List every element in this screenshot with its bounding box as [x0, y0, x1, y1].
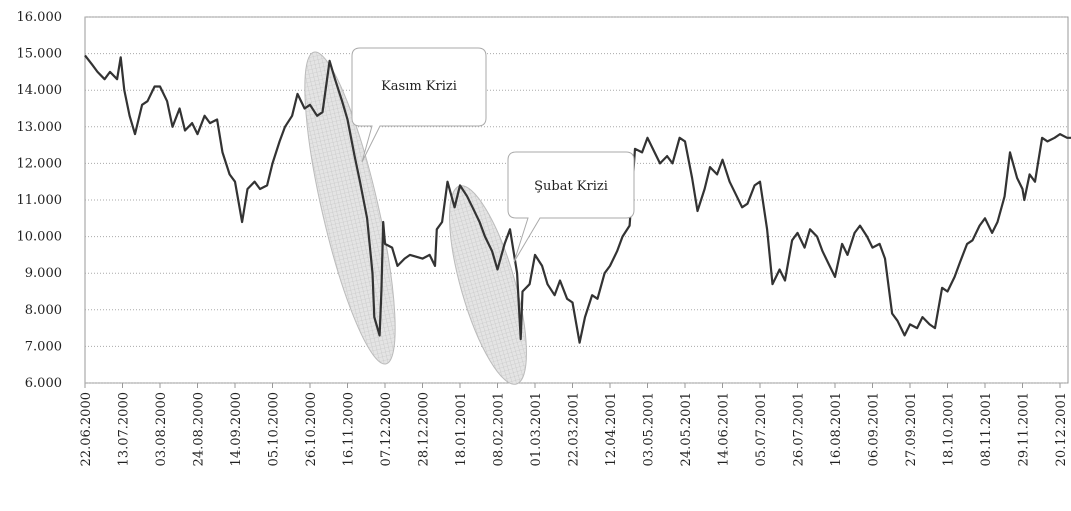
x-tick-label: 16.11.2000 — [342, 392, 357, 466]
x-tick-label: 03.05.2001 — [642, 392, 657, 466]
x-tick-label: 27.09.2001 — [904, 392, 919, 466]
x-tick-label: 20.12.2001 — [1054, 392, 1069, 466]
x-tick-label: 29.11.2001 — [1017, 392, 1032, 466]
x-tick-label: 01.03.2001 — [529, 392, 544, 466]
y-tick-label: 12.000 — [17, 156, 63, 171]
x-tick-label: 06.09.2001 — [867, 392, 882, 466]
y-tick-label: 9.000 — [25, 266, 62, 281]
x-tick-label: 14.06.2001 — [717, 392, 732, 466]
x-tick-label: 24.08.2000 — [192, 392, 207, 466]
annotation: Kasım Krizi — [381, 79, 457, 94]
x-tick-label: 05.07.2001 — [754, 392, 769, 466]
x-tick-label: 26.10.2000 — [304, 392, 319, 466]
y-tick-label: 13.000 — [17, 120, 63, 135]
x-tick-label: 07.12.2000 — [379, 392, 394, 466]
x-tick-label: 05.10.2000 — [267, 392, 282, 466]
x-tick-label: 13.07.2000 — [117, 392, 132, 466]
x-tick-label: 28.12.2000 — [417, 392, 432, 466]
y-tick-label: 14.000 — [17, 83, 63, 98]
x-tick-label: 24.05.2001 — [679, 392, 694, 466]
y-tick-label: 6.000 — [25, 376, 62, 391]
annotation: Şubat Krizi — [534, 179, 608, 194]
y-tick-label: 11.000 — [17, 193, 63, 208]
x-tick-label: 08.11.2001 — [979, 392, 994, 466]
x-tick-label: 18.01.2001 — [454, 392, 469, 466]
y-tick-label: 15.000 — [17, 47, 63, 62]
x-tick-label: 14.09.2000 — [229, 392, 244, 466]
y-tick-label: 16.000 — [17, 10, 63, 25]
x-tick-label: 26.07.2001 — [792, 392, 807, 466]
x-tick-label: 18.10.2001 — [942, 392, 957, 466]
x-tick-label: 12.04.2001 — [604, 392, 619, 466]
callout — [351, 47, 487, 163]
line-series — [84, 54, 1071, 344]
x-tick-label: 08.02.2001 — [492, 392, 507, 466]
callout — [507, 151, 635, 263]
y-tick-label: 8.000 — [25, 303, 62, 318]
x-tick-label: 22.03.2001 — [567, 392, 582, 466]
x-tick-label: 03.08.2000 — [154, 392, 169, 466]
y-tick-label: 10.000 — [17, 230, 63, 245]
x-tick-label: 22.06.2000 — [79, 392, 94, 466]
x-tick-label: 16.08.2001 — [829, 392, 844, 466]
y-tick-label: 7.000 — [25, 339, 62, 354]
